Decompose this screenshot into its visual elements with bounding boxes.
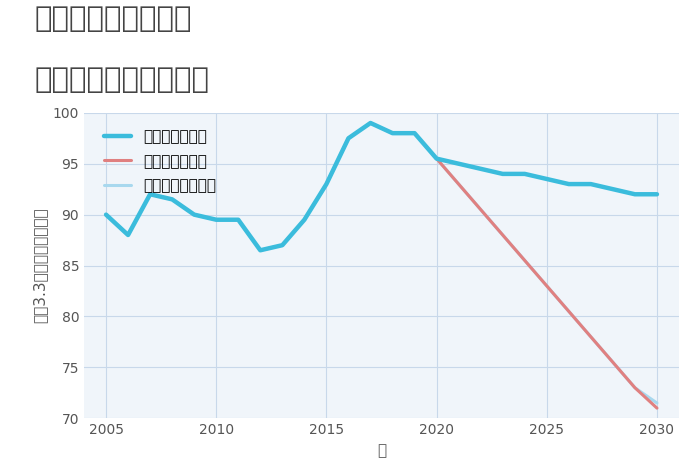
Text: 愛知県碧南市錦町の: 愛知県碧南市錦町の xyxy=(35,5,193,33)
グッドシナリオ xyxy=(212,217,220,223)
バッドシナリオ xyxy=(609,360,617,365)
グッドシナリオ xyxy=(124,232,132,238)
ノーマルシナリオ xyxy=(190,212,198,218)
Text: 中古戸建ての価格推移: 中古戸建ての価格推移 xyxy=(35,66,210,94)
ノーマルシナリオ xyxy=(146,191,154,197)
ノーマルシナリオ xyxy=(542,283,551,289)
グッドシナリオ xyxy=(498,171,507,177)
グッドシナリオ xyxy=(653,191,662,197)
ノーマルシナリオ xyxy=(631,385,639,391)
バッドシナリオ xyxy=(433,156,441,162)
Line: バッドシナリオ: バッドシナリオ xyxy=(437,159,657,408)
ノーマルシナリオ xyxy=(410,130,419,136)
ノーマルシナリオ xyxy=(212,217,220,223)
グッドシナリオ xyxy=(587,181,595,187)
ノーマルシナリオ xyxy=(565,308,573,314)
ノーマルシナリオ xyxy=(521,258,529,263)
ノーマルシナリオ xyxy=(124,232,132,238)
バッドシナリオ xyxy=(631,385,639,391)
ノーマルシナリオ xyxy=(168,196,176,202)
ノーマルシナリオ xyxy=(322,181,330,187)
グッドシナリオ xyxy=(234,217,242,223)
ノーマルシナリオ xyxy=(278,243,286,248)
グッドシナリオ xyxy=(366,120,375,126)
ノーマルシナリオ xyxy=(587,334,595,340)
グッドシナリオ xyxy=(322,181,330,187)
Legend: グッドシナリオ, バッドシナリオ, ノーマルシナリオ: グッドシナリオ, バッドシナリオ, ノーマルシナリオ xyxy=(97,124,223,199)
グッドシナリオ xyxy=(631,191,639,197)
Line: グッドシナリオ: グッドシナリオ xyxy=(106,123,657,250)
グッドシナリオ xyxy=(389,130,397,136)
グッドシナリオ xyxy=(190,212,198,218)
X-axis label: 年: 年 xyxy=(377,443,386,458)
グッドシナリオ xyxy=(542,176,551,182)
Line: ノーマルシナリオ: ノーマルシナリオ xyxy=(106,123,657,403)
ノーマルシナリオ xyxy=(433,156,441,162)
バッドシナリオ xyxy=(521,258,529,263)
グッドシナリオ xyxy=(433,156,441,162)
グッドシナリオ xyxy=(609,186,617,192)
グッドシナリオ xyxy=(454,161,463,166)
グッドシナリオ xyxy=(168,196,176,202)
グッドシナリオ xyxy=(278,243,286,248)
バッドシナリオ xyxy=(477,207,485,212)
バッドシナリオ xyxy=(542,283,551,289)
グッドシナリオ xyxy=(146,191,154,197)
ノーマルシナリオ xyxy=(477,207,485,212)
グッドシナリオ xyxy=(344,135,353,141)
グッドシナリオ xyxy=(521,171,529,177)
ノーマルシナリオ xyxy=(454,181,463,187)
Y-axis label: 坪（3.3㎡）単価（万円）: 坪（3.3㎡）単価（万円） xyxy=(32,208,47,323)
バッドシナリオ xyxy=(498,232,507,238)
ノーマルシナリオ xyxy=(256,247,265,253)
グッドシナリオ xyxy=(477,166,485,172)
バッドシナリオ xyxy=(587,334,595,340)
グッドシナリオ xyxy=(256,247,265,253)
ノーマルシナリオ xyxy=(102,212,110,218)
グッドシナリオ xyxy=(102,212,110,218)
ノーマルシナリオ xyxy=(300,217,309,223)
グッドシナリオ xyxy=(410,130,419,136)
ノーマルシナリオ xyxy=(389,130,397,136)
ノーマルシナリオ xyxy=(609,360,617,365)
バッドシナリオ xyxy=(565,308,573,314)
ノーマルシナリオ xyxy=(234,217,242,223)
ノーマルシナリオ xyxy=(344,135,353,141)
ノーマルシナリオ xyxy=(653,400,662,406)
ノーマルシナリオ xyxy=(498,232,507,238)
ノーマルシナリオ xyxy=(366,120,375,126)
バッドシナリオ xyxy=(653,405,662,411)
グッドシナリオ xyxy=(300,217,309,223)
バッドシナリオ xyxy=(454,181,463,187)
グッドシナリオ xyxy=(565,181,573,187)
